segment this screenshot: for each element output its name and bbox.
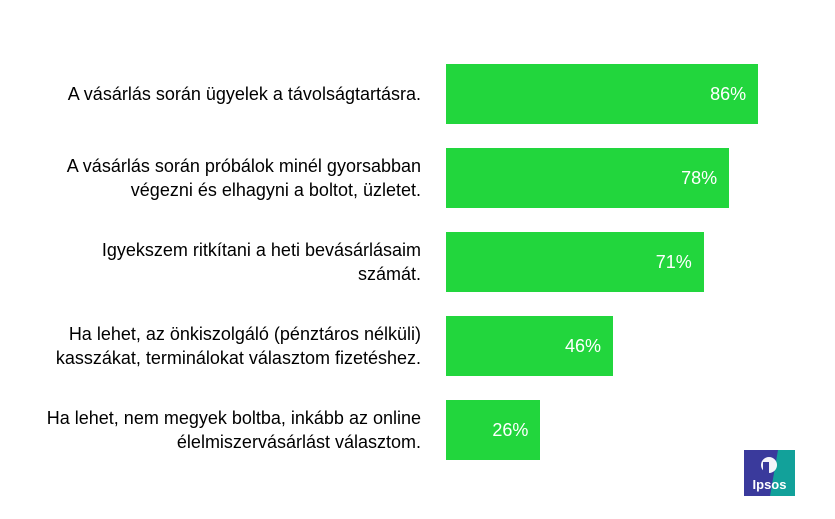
bar: 26% [446,400,541,460]
category-label: Igyekszem ritkítani a heti bevásárlásaim… [101,240,421,284]
bar-value-label: 86% [710,84,747,104]
category-label: Ha lehet, az önkiszolgáló (pénztáros nél… [55,324,421,368]
ipsos-logo-shape [744,450,795,496]
ipsos-logo-text: Ipsos [752,477,787,492]
bar-value-label: 78% [681,168,718,188]
bar: 78% [446,148,730,208]
ipsos-logo: Ipsos [744,450,795,496]
category-label: A vásárlás során próbálok minél gyorsabb… [66,156,421,200]
bar-value-label: 26% [492,420,529,440]
bar: 86% [446,64,759,124]
bar: 46% [446,316,613,376]
category-label: A vásárlás során ügyelek a távolságtartá… [67,84,421,104]
bar: 71% [446,232,704,292]
bar-value-label: 71% [655,252,692,272]
category-label: Ha lehet, nem megyek boltba, inkább az o… [46,408,421,452]
bar-value-label: 46% [564,336,601,356]
